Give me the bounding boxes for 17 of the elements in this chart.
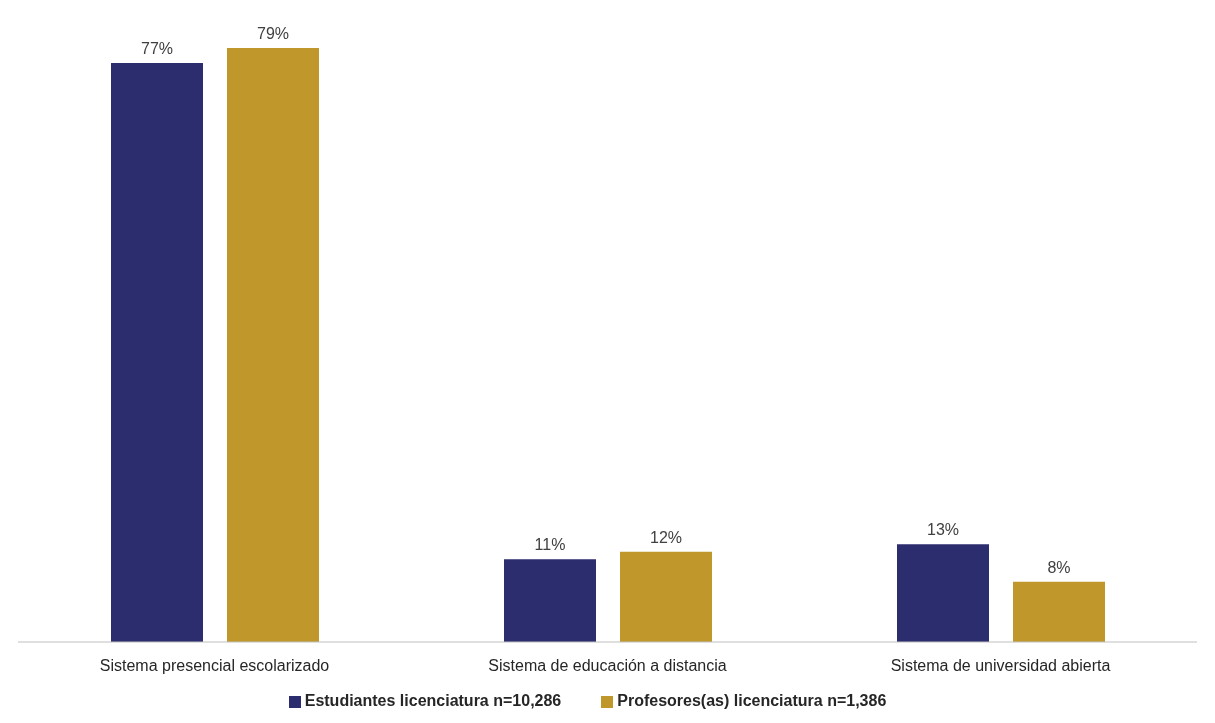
- data-label: 11%: [534, 536, 566, 554]
- data-label: 13%: [926, 521, 960, 539]
- data-label: 79%: [256, 25, 290, 42]
- bar: [620, 551, 712, 642]
- x-tick-label: Sistema de universidad abierta: [890, 657, 1111, 675]
- x-tick-label: Sistema de educación a distancia: [488, 657, 727, 675]
- data-label: 12%: [649, 528, 683, 546]
- data-label: 8%: [1047, 558, 1071, 576]
- bar: [1013, 581, 1105, 642]
- x-tick-label: Sistema presencial escolarizado: [99, 657, 330, 675]
- bar: [111, 63, 203, 642]
- legend-label: Estudiantes licenciatura n=10,286: [304, 692, 562, 709]
- bar: [227, 48, 319, 642]
- bar: [897, 544, 989, 642]
- legend-label: Profesores(as) licenciatura n=1,386: [617, 692, 887, 709]
- data-label: 77%: [140, 40, 174, 58]
- bar: [504, 559, 596, 642]
